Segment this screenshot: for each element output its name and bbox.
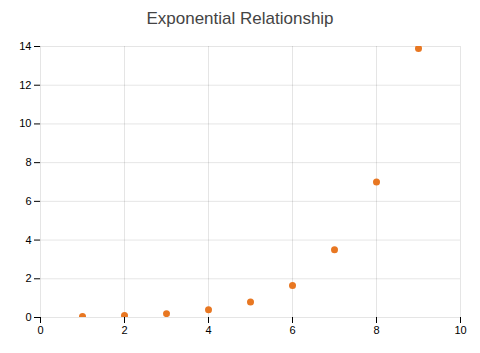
svg-text:8: 8 (373, 324, 379, 336)
svg-text:10: 10 (19, 117, 31, 129)
svg-text:4: 4 (205, 324, 211, 336)
svg-text:8: 8 (25, 156, 31, 168)
svg-text:2: 2 (121, 324, 127, 336)
html-text:Exponential Relationship: Exponential Relationship (146, 9, 334, 28)
svg-text:6: 6 (25, 195, 31, 207)
svg-text:4: 4 (25, 234, 31, 246)
svg-text:0: 0 (25, 311, 31, 323)
svg-text:2: 2 (25, 272, 31, 284)
svg-text:10: 10 (454, 324, 466, 336)
svg-text:0: 0 (37, 324, 43, 336)
svg-text:12: 12 (19, 79, 31, 91)
svg-text:14: 14 (19, 40, 31, 52)
svg-text:6: 6 (289, 324, 295, 336)
